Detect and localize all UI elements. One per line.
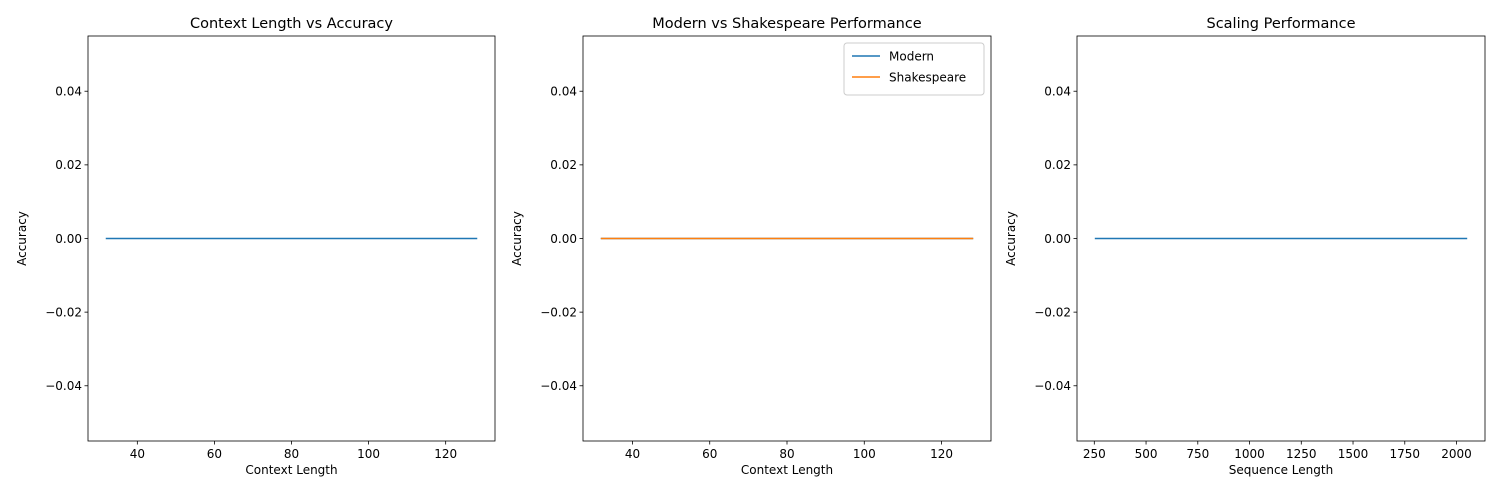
y-tick-label: −0.02 xyxy=(1034,305,1071,319)
y-tick-label: 0.04 xyxy=(1044,85,1071,99)
x-tick-label: 100 xyxy=(853,447,876,461)
x-tick-label: 1500 xyxy=(1338,447,1369,461)
x-tick-label: 60 xyxy=(207,447,222,461)
y-tick-label: 0.00 xyxy=(55,232,82,246)
y-tick-label: −0.02 xyxy=(45,305,82,319)
x-tick-label: 40 xyxy=(130,447,145,461)
x-tick-label: 1750 xyxy=(1390,447,1421,461)
x-tick-label: 100 xyxy=(357,447,380,461)
y-tick-label: −0.04 xyxy=(1034,379,1071,393)
y-axis-label: Accuracy xyxy=(1004,211,1018,266)
chart-title: Context Length vs Accuracy xyxy=(190,16,393,32)
y-tick-label: 0.04 xyxy=(55,85,82,99)
subplot-2: 40 60 80 100 120 −0.04 −0.02 0.00 0.02 0.04 Modern… xyxy=(510,16,992,477)
legend: Modern Shakespeare xyxy=(843,42,985,96)
x-axis-label: Context Length xyxy=(741,463,833,477)
x-tick-label: 2000 xyxy=(1441,447,1472,461)
chart-title: Modern vs Shakespeare Performance xyxy=(652,16,922,32)
x-tick-label: 120 xyxy=(930,447,953,461)
x-tick-label: 500 xyxy=(1135,447,1158,461)
y-tick-label: −0.02 xyxy=(540,305,577,319)
x-tick-label: 1000 xyxy=(1234,447,1265,461)
y-tick-label: −0.04 xyxy=(540,379,577,393)
y-tick-label: 0.02 xyxy=(550,158,577,172)
y-axis-label: Accuracy xyxy=(510,211,524,266)
x-tick-label: 250 xyxy=(1083,447,1106,461)
y-tick-label: 0.02 xyxy=(55,158,82,172)
x-tick-label: 750 xyxy=(1186,447,1209,461)
y-tick-label: 0.02 xyxy=(1044,158,1071,172)
legend-label-modern: Modern xyxy=(889,49,934,63)
legend-label-shakespeare: Shakespeare xyxy=(889,70,966,84)
y-tick-label: 0.00 xyxy=(1044,232,1071,246)
chart-title: Scaling Performance xyxy=(1206,16,1355,32)
x-tick-label: 80 xyxy=(779,447,794,461)
x-tick-label: 40 xyxy=(625,447,640,461)
y-tick-label: 0.00 xyxy=(550,232,577,246)
x-axis-label: Context Length xyxy=(245,463,337,477)
y-axis-label: Accuracy xyxy=(15,211,29,266)
subplot-1: 40 60 80 100 120 −0.04 −0.02 0.00 0.02 0.04 Contex… xyxy=(15,16,496,477)
x-tick-label: 1250 xyxy=(1286,447,1317,461)
x-axis-label: Sequence Length xyxy=(1229,463,1333,477)
y-tick-label: −0.04 xyxy=(45,379,82,393)
x-tick-label: 60 xyxy=(702,447,717,461)
x-tick-label: 120 xyxy=(434,447,457,461)
x-tick-label: 80 xyxy=(284,447,299,461)
y-tick-label: 0.04 xyxy=(550,85,577,99)
subplot-3: 250 500 750 1000 1250 1500 1750 2000 −0.04 −0.02 0… xyxy=(1004,16,1486,477)
